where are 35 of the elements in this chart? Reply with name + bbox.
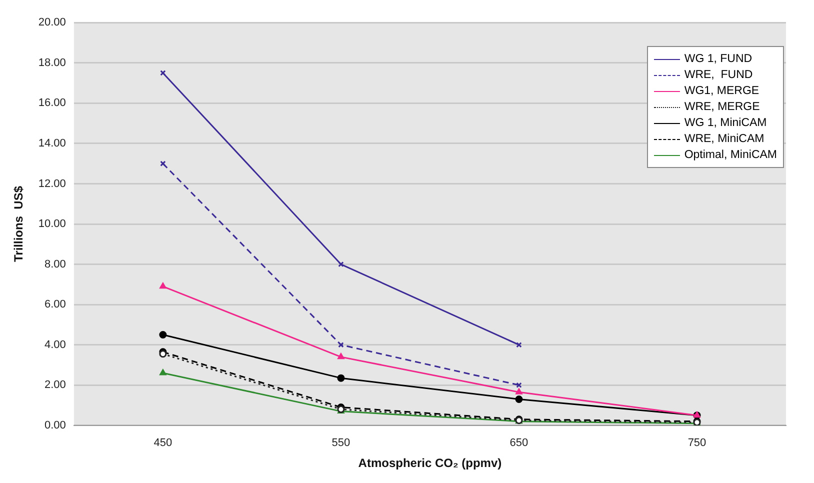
- y-tick-label: 4.00: [44, 338, 66, 351]
- y-tick-label: 16.00: [38, 97, 66, 110]
- legend-label: WG 1, MiniCAM: [684, 116, 767, 131]
- x-axis-title: Atmospheric CO₂ (ppmv): [358, 456, 502, 470]
- legend-label: WG 1, FUND: [684, 52, 752, 67]
- y-tick-label: 12.00: [38, 178, 66, 190]
- point: [338, 261, 344, 268]
- x-tick-label: 650: [510, 437, 528, 450]
- point: [338, 353, 344, 360]
- point: [515, 395, 523, 403]
- point: [516, 382, 522, 388]
- point: [338, 342, 344, 348]
- legend-label: WRE, MiniCAM: [684, 132, 764, 147]
- point: [159, 331, 167, 339]
- x-tick-label: 750: [688, 437, 706, 450]
- y-tick-label: 2.00: [44, 379, 66, 392]
- point: [337, 374, 345, 382]
- y-tick-label: 18.00: [38, 56, 66, 69]
- x-tick-label: 550: [332, 437, 350, 450]
- point: [516, 388, 522, 394]
- legend-label: WRE, FUND: [684, 68, 753, 83]
- point: [160, 369, 166, 376]
- legend-label: WG1, MERGE: [684, 84, 760, 99]
- point: [160, 160, 166, 166]
- legend-label: WRE, MERGE: [684, 100, 760, 115]
- y-tick-label: 20.00: [38, 16, 66, 29]
- legend-label: Optimal, MiniCAM: [684, 148, 777, 163]
- y-axis-title: Trillions US$: [12, 186, 26, 262]
- y-tick-label: 0.00: [44, 419, 66, 432]
- y-tick-label: 10.00: [38, 218, 66, 230]
- point: [160, 282, 166, 289]
- y-tick-label: 14.00: [38, 137, 66, 150]
- y-tick-label: 8.00: [44, 258, 66, 270]
- y-tick-label: 6.00: [44, 298, 66, 311]
- x-tick-label: 450: [154, 437, 172, 450]
